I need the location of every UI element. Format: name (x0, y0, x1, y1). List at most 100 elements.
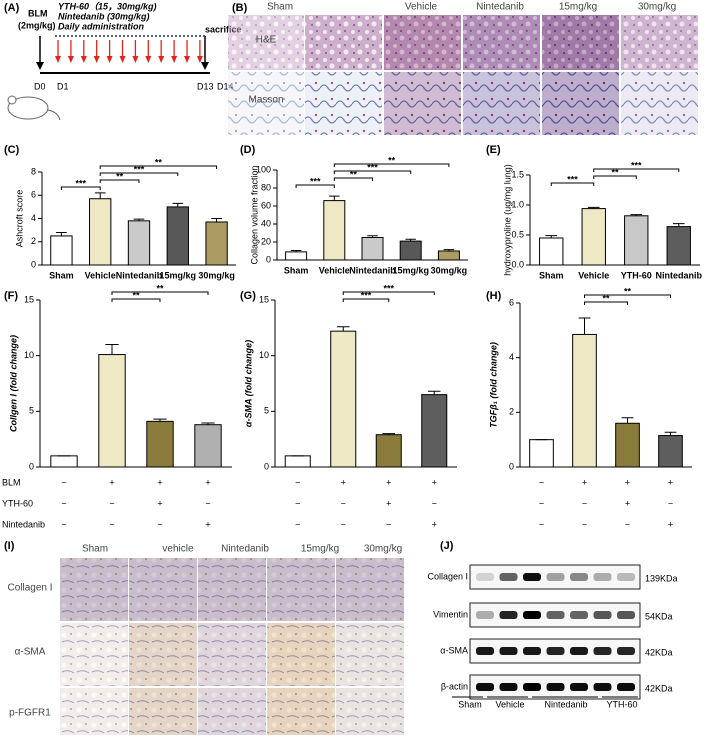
histology-tint (621, 15, 698, 70)
dose-arrow-head (93, 56, 100, 63)
panel-label: (D) (240, 144, 256, 156)
significance-bracket (99, 179, 140, 183)
y-tick-label: 60 (261, 200, 271, 210)
blot-band (476, 683, 494, 691)
bar (421, 394, 448, 468)
significance-label: ** (388, 155, 396, 165)
significance-label: ** (624, 286, 632, 296)
significance-label: *** (631, 160, 642, 170)
bar (437, 250, 460, 261)
ihc-tint (336, 623, 404, 686)
x-tick-label: 30mg/kg (198, 270, 235, 280)
histology-tint (384, 72, 461, 135)
error-bar (94, 192, 106, 199)
histology-image (621, 72, 698, 135)
blot-band (499, 573, 518, 581)
treatment-sign: − (61, 498, 66, 508)
bar (529, 439, 554, 468)
ihc-image (60, 623, 128, 686)
panel-label: (J) (440, 540, 454, 552)
ihc-image (267, 623, 335, 686)
ihc-image (267, 558, 335, 621)
histology-tint (305, 15, 382, 70)
dose-arrow-head (158, 56, 165, 63)
ihc-tint (129, 688, 197, 735)
ihc-image (336, 623, 404, 686)
column-header: Vehicle (405, 2, 438, 13)
ihc-tint (198, 623, 266, 686)
y-tick-label: 5 (264, 406, 269, 416)
ihc-image (336, 558, 404, 621)
ihc-tint (129, 623, 197, 686)
dose-arrow-head (106, 56, 113, 63)
blot-band (499, 683, 518, 691)
treatment-sign: − (668, 498, 673, 508)
histology-image (384, 72, 461, 135)
significance-label: ** (602, 293, 610, 303)
label: (2mg/kg) (18, 20, 56, 30)
y-tick-label: 15 (259, 294, 269, 304)
treatment-sign: − (157, 519, 162, 529)
label: D1 (57, 81, 69, 91)
x-tick-label: Vehicle (578, 270, 609, 280)
y-axis-label: Collgen I (fold change) (8, 335, 18, 432)
y-tick-label: 0 (266, 254, 271, 264)
error-bar (56, 231, 67, 236)
band-name: α-SMA (440, 645, 468, 655)
band-size: 42KDa (645, 647, 673, 657)
treatment-sign: + (582, 477, 587, 487)
error-bar (427, 390, 441, 395)
blot-band (499, 647, 518, 655)
label: YTH-60（15，30mg/kg) (58, 1, 157, 11)
column-header: Nintedanib (221, 544, 269, 555)
bar (539, 237, 564, 266)
blot-band (523, 611, 541, 619)
panel-label: (A) (4, 2, 20, 14)
bar (581, 208, 606, 266)
band-size: 54KDa (645, 611, 673, 621)
x-tick-label: Sham (284, 265, 309, 275)
bar (146, 420, 174, 468)
label: Nintedanib (30mg/kg) (58, 11, 150, 21)
dose-arrow-head (184, 56, 190, 63)
error-bar (587, 206, 600, 209)
panel-label: (H) (486, 290, 502, 302)
y-tick-label: 4 (31, 213, 36, 223)
histology-image (463, 15, 540, 70)
treatment-sign: + (668, 477, 673, 487)
treatment-sign: − (109, 519, 114, 529)
band-name: Vimentin (433, 609, 468, 619)
treatment-sign: + (109, 477, 114, 487)
bar (127, 220, 151, 266)
treatment-sign: − (539, 498, 544, 508)
significance-label: *** (76, 178, 87, 188)
error-bar (105, 344, 119, 355)
ihc-image (267, 688, 335, 735)
bar (284, 455, 311, 468)
treatment-sign: − (109, 498, 114, 508)
y-tick-label: 10 (24, 350, 34, 360)
label: D13 (197, 81, 214, 91)
panel-label: (E) (486, 144, 501, 156)
histology-image (621, 15, 698, 70)
blot-band (499, 611, 518, 619)
ihc-image (60, 688, 128, 735)
y-axis-label: α-SMA (fold change) (243, 340, 253, 427)
x-tick-label: Sham (49, 270, 74, 280)
label: BLM (28, 8, 48, 18)
blot-band (593, 573, 612, 581)
error-bar (133, 218, 145, 221)
x-tick-label: Sham (539, 270, 564, 280)
dose-arrow-head (171, 56, 178, 63)
significance-bracket (111, 298, 161, 302)
treatment-sign: + (432, 477, 437, 487)
error-bar (201, 422, 215, 425)
histology-image (305, 72, 382, 135)
y-tick-label: 80 (261, 182, 271, 192)
significance-label: ** (611, 167, 619, 177)
panel-label: (G) (240, 290, 256, 302)
ihc-tint (267, 623, 335, 686)
band-size: 42KDa (645, 683, 673, 693)
x-tick-label: Vehicle (319, 265, 350, 275)
bar (399, 240, 422, 261)
